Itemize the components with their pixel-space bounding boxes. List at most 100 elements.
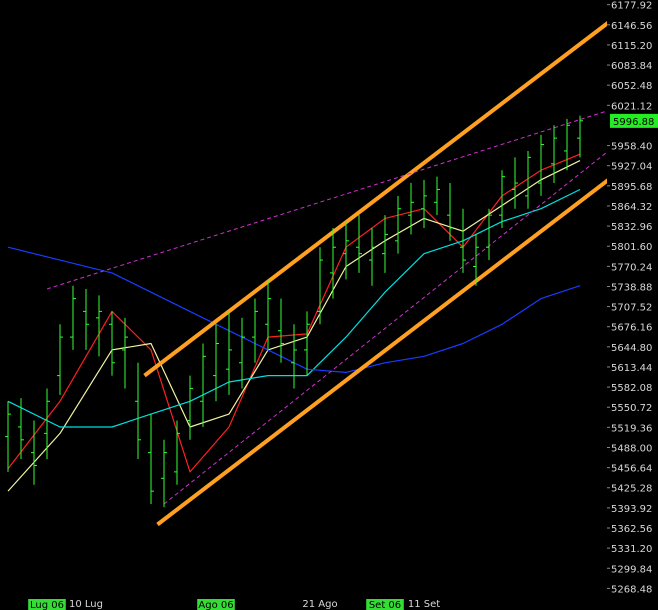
price-tick-label: 5864.32 (611, 202, 652, 213)
price-bar (57, 324, 63, 395)
price-bar (44, 388, 50, 460)
price-bar (18, 398, 24, 460)
moving-average-line (7, 188, 581, 428)
price-bar (447, 183, 453, 241)
price-bar (96, 295, 102, 357)
month-label: Set 06 (369, 600, 401, 610)
date-tick: 11 Set (408, 599, 440, 610)
price-tick-label: 5644.80 (611, 343, 652, 354)
price-tick-label: 5958.40 (611, 142, 652, 153)
price-bar (460, 208, 466, 273)
price-bar (525, 150, 531, 209)
price-bar (213, 324, 219, 402)
price-bar (278, 298, 284, 363)
price-tick-label: 5299.84 (611, 564, 652, 575)
price-bar (330, 227, 336, 299)
price-bar (148, 414, 154, 504)
month-label: Ago 06 (198, 600, 233, 610)
price-tick-label: 6115.20 (611, 41, 652, 52)
date-tick: 10 Lug (69, 599, 103, 610)
month-marker (197, 599, 235, 610)
date-tick: 21 Ago (302, 599, 337, 610)
price-bar (265, 279, 271, 350)
date-tick: Set 06 (366, 599, 404, 610)
price-bar (512, 157, 518, 209)
price-bar (421, 179, 427, 228)
price-axis: 6177.92 6146.56 6115.20 6083.84 6052.48 6021.… (607, 1, 652, 595)
price-bar (200, 343, 206, 427)
date-label: 10 Lug (69, 599, 103, 610)
price-tick-label: 6021.12 (611, 101, 652, 112)
price-bar (499, 170, 505, 228)
price-tick-label: 5582.08 (611, 383, 652, 394)
price-bar (226, 311, 232, 395)
price-tick-label: 5362.56 (611, 524, 652, 535)
price-tick-label: 5801.60 (611, 242, 652, 253)
date-tick: Ago 06 (197, 599, 235, 610)
price-tick-label: 6052.48 (611, 81, 652, 92)
price-tick-label: 5770.24 (611, 262, 652, 273)
price-tick-label: 5456.64 (611, 464, 652, 475)
channel-line (156, 178, 607, 527)
price-bar (70, 285, 76, 350)
last-price-tag: 5996.88 (610, 113, 658, 128)
trendlines (46, 21, 607, 527)
month-marker (366, 599, 404, 610)
price-bar (239, 317, 245, 389)
price-bar (343, 221, 349, 280)
price-tick-label: 5895.68 (611, 182, 652, 193)
price-bar (109, 311, 115, 376)
price-bar (291, 324, 297, 389)
price-bar (187, 375, 193, 440)
price-tick-label: 5550.72 (611, 403, 652, 414)
price-tick-label: 5393.92 (611, 504, 652, 515)
price-bar (31, 420, 37, 485)
channel-line (143, 21, 607, 378)
price-bar (135, 362, 141, 460)
price-tick-label: 6177.92 (611, 1, 652, 12)
price-bar (174, 420, 180, 485)
price-bar (122, 317, 128, 389)
price-bar (538, 134, 544, 196)
moving-averages (7, 153, 581, 492)
month-marker (28, 599, 66, 610)
dashed-trendline (163, 151, 607, 505)
price-bar (304, 311, 310, 376)
price-bar (369, 227, 375, 286)
price-bar (317, 247, 323, 325)
price-tick-label: 6146.56 (611, 21, 652, 32)
price-tick-label: 5331.20 (611, 544, 652, 555)
last-price-box (610, 113, 658, 128)
price-bar (161, 439, 167, 508)
price-tick-label: 6083.84 (611, 61, 652, 72)
price-tick-label: 5927.04 (611, 162, 652, 173)
price-tick-label: 5613.44 (611, 363, 652, 374)
price-bar (395, 195, 401, 254)
month-label: Lug 06 (30, 600, 64, 610)
price-bar (473, 234, 479, 286)
dashed-trendline (46, 110, 607, 290)
price-bar (434, 176, 440, 216)
date-label: 21 Ago (302, 599, 337, 610)
price-tick-label: 5738.88 (611, 282, 652, 293)
date-label: 11 Set (408, 599, 440, 610)
price-tick-label: 5676.16 (611, 323, 652, 334)
price-bar (408, 183, 414, 235)
date-tick: Lug 06 (28, 599, 66, 610)
price-bar (5, 401, 11, 472)
moving-average-line (7, 153, 581, 473)
price-bar (551, 125, 557, 184)
price-tick-label: 5268.48 (611, 584, 652, 595)
price-tick-label: 5488.00 (611, 443, 652, 454)
price-tick-label: 5425.28 (611, 484, 652, 495)
last-price-label: 5996.88 (613, 117, 654, 128)
price-tick-label: 5519.36 (611, 423, 652, 434)
price-bars (5, 115, 583, 508)
price-tick-label: 5832.96 (611, 222, 652, 233)
price-bar (356, 215, 362, 273)
price-bar (564, 118, 570, 171)
price-tick-label: 5707.52 (611, 303, 652, 314)
